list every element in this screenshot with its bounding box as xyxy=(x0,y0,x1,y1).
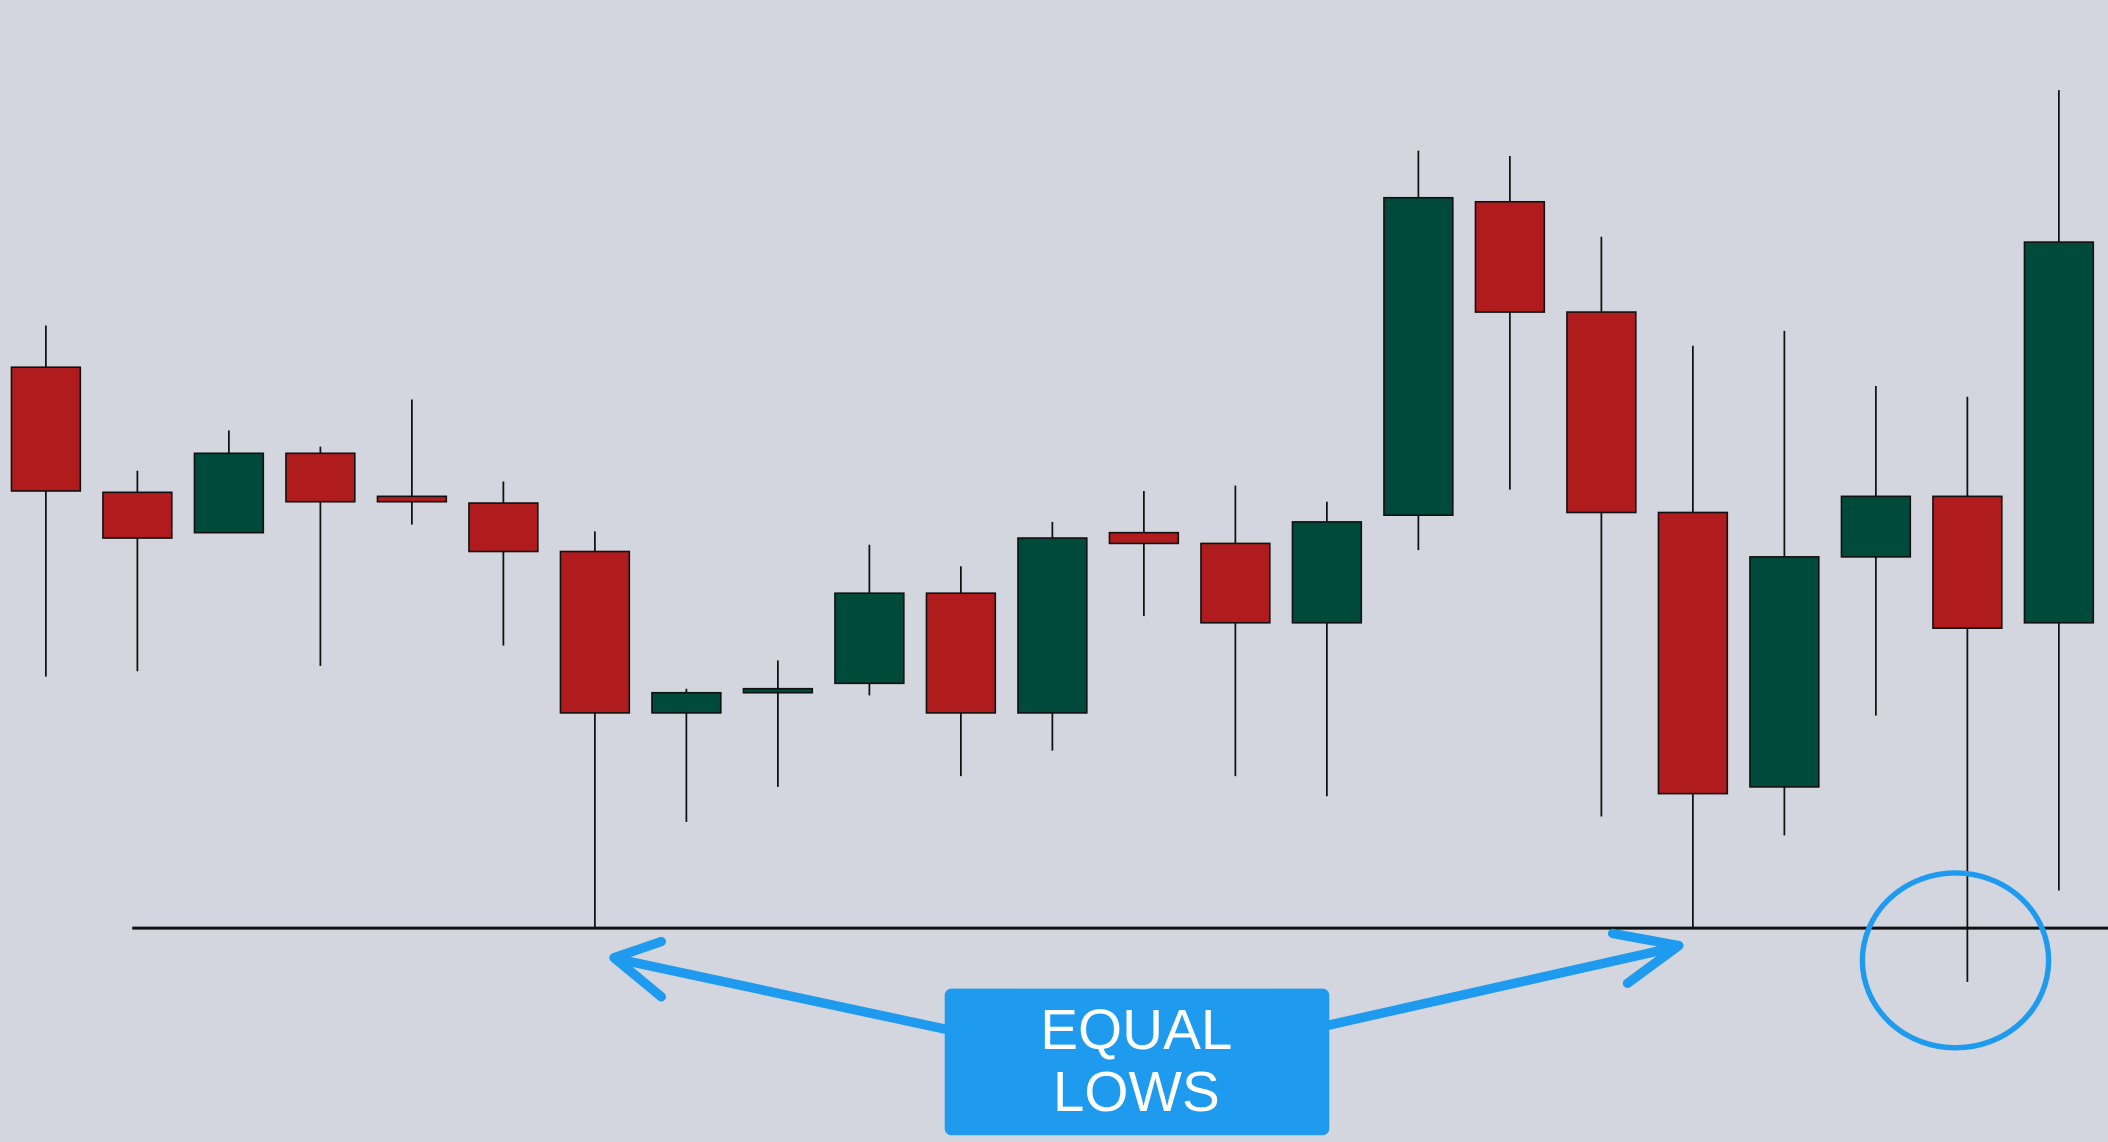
candle-body xyxy=(1474,200,1546,313)
candle-body xyxy=(1383,196,1454,516)
candle-body xyxy=(1200,542,1271,624)
arrow-left xyxy=(609,936,950,1034)
candle-body xyxy=(742,687,814,694)
candle-body xyxy=(1932,495,2003,629)
candle-body xyxy=(925,592,997,714)
candle-body xyxy=(468,502,539,553)
candle-body xyxy=(376,495,448,503)
highlight-circle xyxy=(1859,870,2052,1051)
candle-body xyxy=(193,452,265,534)
candle-body xyxy=(834,592,905,685)
candle-body xyxy=(1840,495,1912,558)
annotation-text: EQUAL xyxy=(1040,998,1232,1061)
candle-body xyxy=(559,550,631,714)
candle-body xyxy=(651,691,722,714)
candle-body xyxy=(1017,537,1088,714)
candle-body xyxy=(1566,311,1637,514)
candle-body xyxy=(1657,511,1729,795)
candle-body xyxy=(1108,531,1180,545)
annotation-box xyxy=(944,988,1330,1136)
candle-body xyxy=(2023,241,2095,624)
candle-body xyxy=(10,366,82,492)
arrow-right xyxy=(1324,928,1684,1030)
candle-body xyxy=(102,491,173,539)
annotation-text: LOWS xyxy=(1053,1060,1220,1123)
candle-body xyxy=(1749,556,1820,788)
candle-body xyxy=(1291,521,1363,624)
candle-body xyxy=(285,452,356,503)
